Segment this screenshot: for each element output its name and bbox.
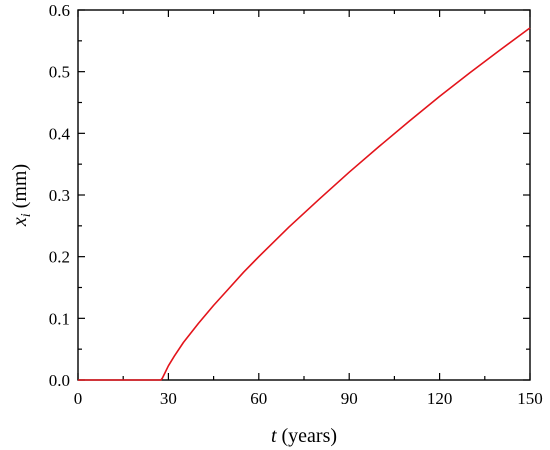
y-axis-ticks: 0.0 0.1 0.2 0.3 0.4 0.5 0.6 bbox=[49, 1, 530, 390]
series-layer bbox=[78, 27, 531, 381]
x-tick-label: 120 bbox=[427, 389, 453, 408]
y-axis-title: xi (mm) bbox=[9, 164, 34, 227]
y-tick-label: 0.2 bbox=[49, 248, 70, 267]
y-tick-label: 0.1 bbox=[49, 309, 70, 328]
plot-frame bbox=[77, 9, 531, 381]
x-axis-title: t (years) bbox=[271, 425, 337, 447]
y-tick-label: 0.4 bbox=[49, 124, 71, 143]
x-axis-unit: (years) bbox=[277, 425, 338, 447]
y-tick-label: 0.0 bbox=[49, 371, 70, 390]
x-tick-label: 150 bbox=[517, 389, 543, 408]
y-tick-label: 0.6 bbox=[49, 1, 70, 20]
y-tick-label: 0.5 bbox=[49, 63, 70, 82]
x-tick-label: 90 bbox=[341, 389, 358, 408]
x-tick-label: 60 bbox=[250, 389, 267, 408]
x-tick-label: 0 bbox=[74, 389, 83, 408]
y-tick-label: 0.3 bbox=[49, 186, 70, 205]
x-axis-ticks: 0 30 60 90 120 150 bbox=[74, 10, 543, 408]
y-axis-variable: x bbox=[9, 217, 31, 227]
x-tick-label: 30 bbox=[160, 389, 177, 408]
x-axis-variable: t bbox=[271, 425, 277, 447]
y-axis-unit: (mm) bbox=[9, 164, 31, 213]
series-line bbox=[78, 27, 531, 381]
y-axis-subscript: i bbox=[19, 213, 34, 217]
plot-border bbox=[77, 9, 531, 381]
